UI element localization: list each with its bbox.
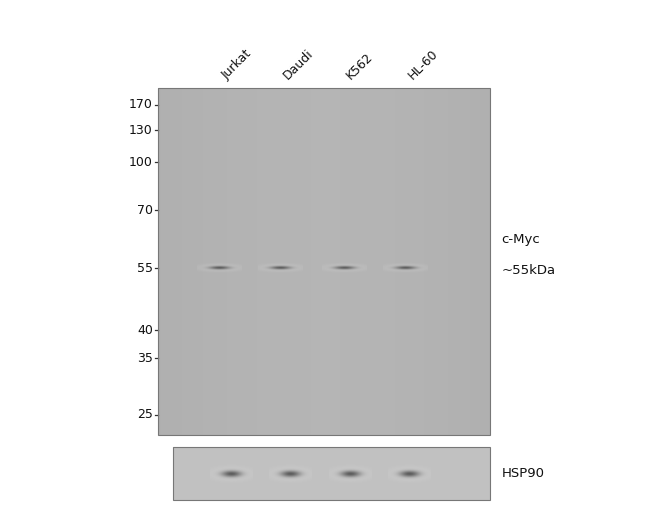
Text: 40: 40 (137, 323, 153, 336)
Text: HSP90: HSP90 (502, 467, 545, 480)
Text: 35: 35 (137, 352, 153, 365)
Text: 100: 100 (129, 155, 153, 168)
Text: 130: 130 (129, 123, 153, 136)
Text: c-Myc: c-Myc (502, 233, 540, 246)
Text: 55: 55 (136, 262, 153, 275)
Text: Daudi: Daudi (281, 47, 316, 82)
Bar (173, 447, 490, 500)
Bar (158, 88, 490, 435)
Text: Jurkat: Jurkat (220, 47, 254, 82)
Text: 25: 25 (137, 409, 153, 422)
Text: K562: K562 (344, 50, 376, 82)
Text: 70: 70 (136, 203, 153, 216)
Text: 170: 170 (129, 98, 153, 111)
Text: HL-60: HL-60 (406, 47, 440, 82)
Text: ~55kDa: ~55kDa (502, 264, 556, 277)
